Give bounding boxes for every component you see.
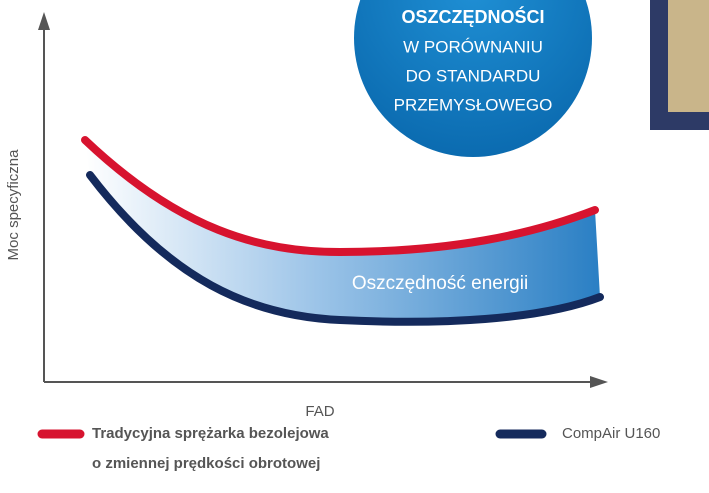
product-panel <box>668 0 709 112</box>
legend-label: o zmiennej prędkości obrotowej <box>92 455 320 472</box>
legend-label: CompAir U160 <box>562 425 660 442</box>
y-axis-label: Moc specyficzna <box>5 149 22 261</box>
badge-line: OSZCZĘDNOŚCI <box>401 6 544 27</box>
area-label: Oszczędność energii <box>352 273 528 294</box>
badge-line: W PORÓWNANIU <box>403 37 543 56</box>
page: Oszczędność energii Moc specyficzna FAD … <box>0 0 709 493</box>
y-arrow <box>38 12 50 30</box>
badge-line: DO STANDARDU <box>406 66 541 85</box>
legend-label: Tradycyjna sprężarka bezolejowa <box>92 425 329 442</box>
badge-line: PRZEMYSŁOWEGO <box>394 95 553 114</box>
diagram: Oszczędność energii Moc specyficzna FAD … <box>0 0 709 493</box>
x-axis-label: FAD <box>305 403 334 420</box>
x-arrow <box>590 376 608 388</box>
